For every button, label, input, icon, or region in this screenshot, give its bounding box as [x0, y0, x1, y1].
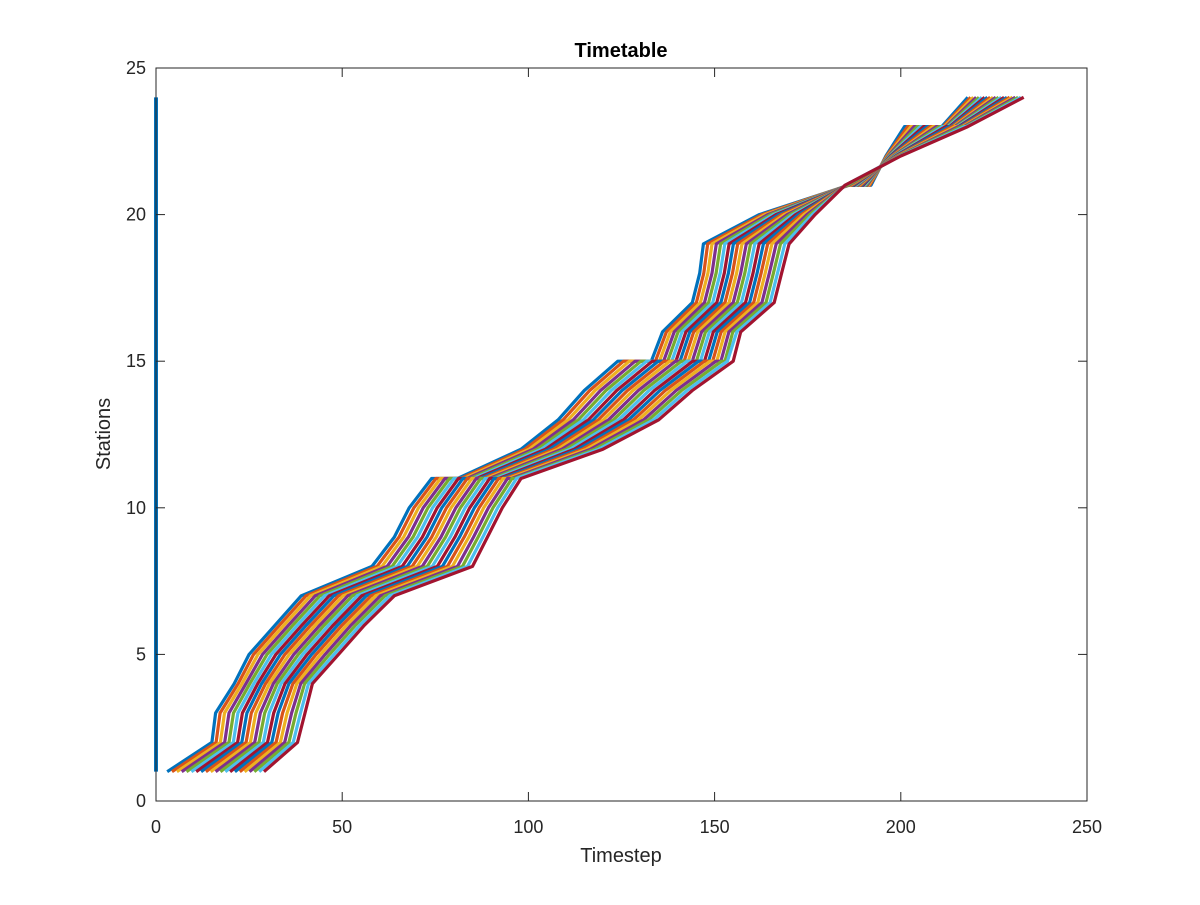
y-tick-label: 5	[136, 644, 146, 664]
y-tick-label: 15	[126, 351, 146, 371]
x-tick-label: 0	[151, 817, 161, 837]
series-layer	[154, 95, 1025, 774]
x-tick-label: 100	[513, 817, 543, 837]
y-axis-label: Stations	[93, 398, 115, 470]
x-tick-label: 250	[1072, 817, 1102, 837]
x-tick-label: 200	[886, 817, 916, 837]
y-tick-label: 20	[126, 205, 146, 225]
y-tick-label: 25	[126, 58, 146, 78]
y-tick-label: 0	[136, 791, 146, 811]
y-tick-label: 10	[126, 498, 146, 518]
x-tick-label: 50	[332, 817, 352, 837]
x-axis-label: Timestep	[580, 845, 662, 867]
series-line-train-21	[262, 95, 1025, 773]
chart-title: Timetable	[575, 40, 668, 62]
x-tick-label: 150	[700, 817, 730, 837]
ticks-layer: 0 50 100 150 200 250 0 5 10 15 20 25	[126, 58, 1102, 837]
axes-box	[155, 67, 1088, 802]
